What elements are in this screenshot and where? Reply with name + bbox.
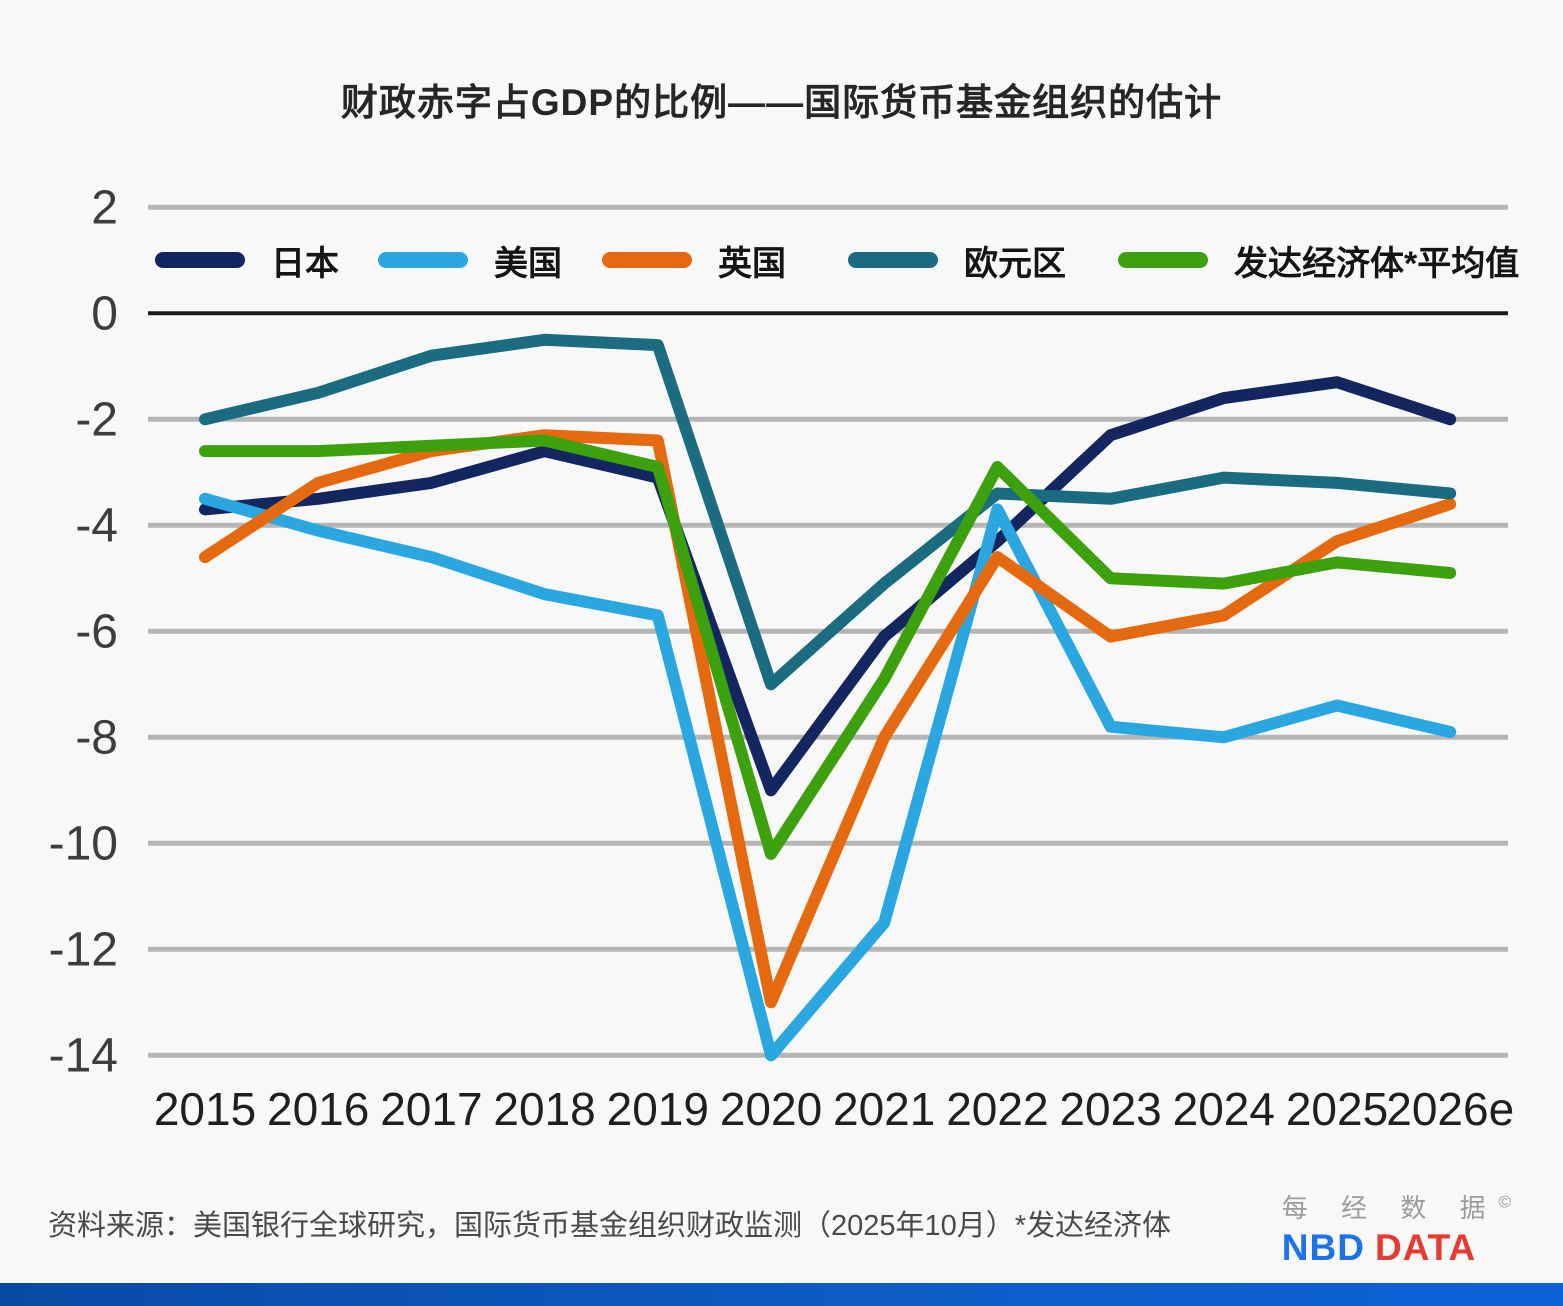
y-axis-label: 2	[91, 181, 118, 234]
y-axis-label: -8	[75, 711, 118, 764]
source-note: 资料来源：美国银行全球研究，国际货币基金组织财政监测（2025年10月）*发达经…	[48, 1210, 1172, 1242]
chart-title: 财政赤字占GDP的比例——国际货币基金组织的估计	[340, 82, 1223, 123]
y-axis-label: -14	[49, 1029, 118, 1082]
legend-item-uk: 英国	[602, 238, 786, 283]
series-line-eurozone	[199, 333, 1457, 691]
legend-item-eurozone: 欧元区	[848, 238, 1066, 283]
legend-label: 英国	[718, 244, 786, 283]
logo-nbd-text: NBD	[1281, 1227, 1365, 1268]
x-axis-label: 2023	[1059, 1083, 1161, 1135]
series-line-advanced-economies	[199, 434, 1457, 860]
y-axis-label: 0	[91, 287, 118, 340]
legend-swatch-uk	[602, 252, 692, 268]
y-axis-label: -6	[75, 605, 118, 658]
gridlines: 2 0 -2 -4 -6 -8 -10 -12 -14	[49, 181, 1508, 1082]
legend-item-usa: 美国	[378, 238, 562, 283]
legend-swatch-advanced-economies	[1118, 252, 1208, 268]
copyright-icon: ©	[1498, 1192, 1511, 1212]
y-axis-label: -12	[49, 923, 118, 976]
series-line-uk	[199, 429, 1457, 1009]
x-axis-label: 2022	[946, 1083, 1048, 1135]
logo-chinese-text: 每 经 数 据©	[1281, 1192, 1511, 1223]
bottom-accent-bar	[0, 1283, 1563, 1306]
y-axis-label: -4	[75, 499, 118, 552]
legend-swatch-usa	[378, 252, 468, 268]
x-axis-label: 2025	[1286, 1083, 1388, 1135]
legend-item-advanced-economies: 发达经济体*平均值	[1118, 238, 1520, 283]
legend-label: 发达经济体*平均值	[1234, 244, 1520, 283]
x-axis-label: 2016	[267, 1083, 369, 1135]
x-axis-label: 2018	[493, 1083, 595, 1135]
y-axis-label: -2	[75, 393, 118, 446]
x-axis-label: 2021	[833, 1083, 935, 1135]
x-axis-label: 2019	[607, 1083, 709, 1135]
series-line-japan	[199, 376, 1457, 797]
legend-label: 日本	[271, 244, 339, 283]
legend-swatch-eurozone	[848, 252, 938, 268]
x-axis-label: 2020	[720, 1083, 822, 1135]
x-axis-label: 2017	[380, 1083, 482, 1135]
x-axis-label: 2024	[1173, 1083, 1275, 1135]
x-axis-label: 2026e	[1386, 1083, 1514, 1135]
legend-label: 美国	[494, 244, 562, 283]
x-axis: 2015 2016 2017 2018 2019 2020 2021 2022 2023 2024…	[154, 1083, 1514, 1135]
legend-swatch-japan	[155, 252, 245, 268]
legend-item-japan: 日本	[155, 238, 339, 283]
legend-label: 欧元区	[964, 244, 1066, 283]
x-axis-label: 2015	[154, 1083, 256, 1135]
y-axis-label: -10	[49, 817, 118, 870]
series-line-usa	[199, 492, 1457, 1062]
logo-data-text: DATA	[1374, 1227, 1477, 1268]
nbd-data-logo: 每 经 数 据© NBD DATA	[1282, 1188, 1511, 1269]
legend: 日本 美国 英国 欧元区 发达经济体*平均值	[0, 238, 1563, 283]
